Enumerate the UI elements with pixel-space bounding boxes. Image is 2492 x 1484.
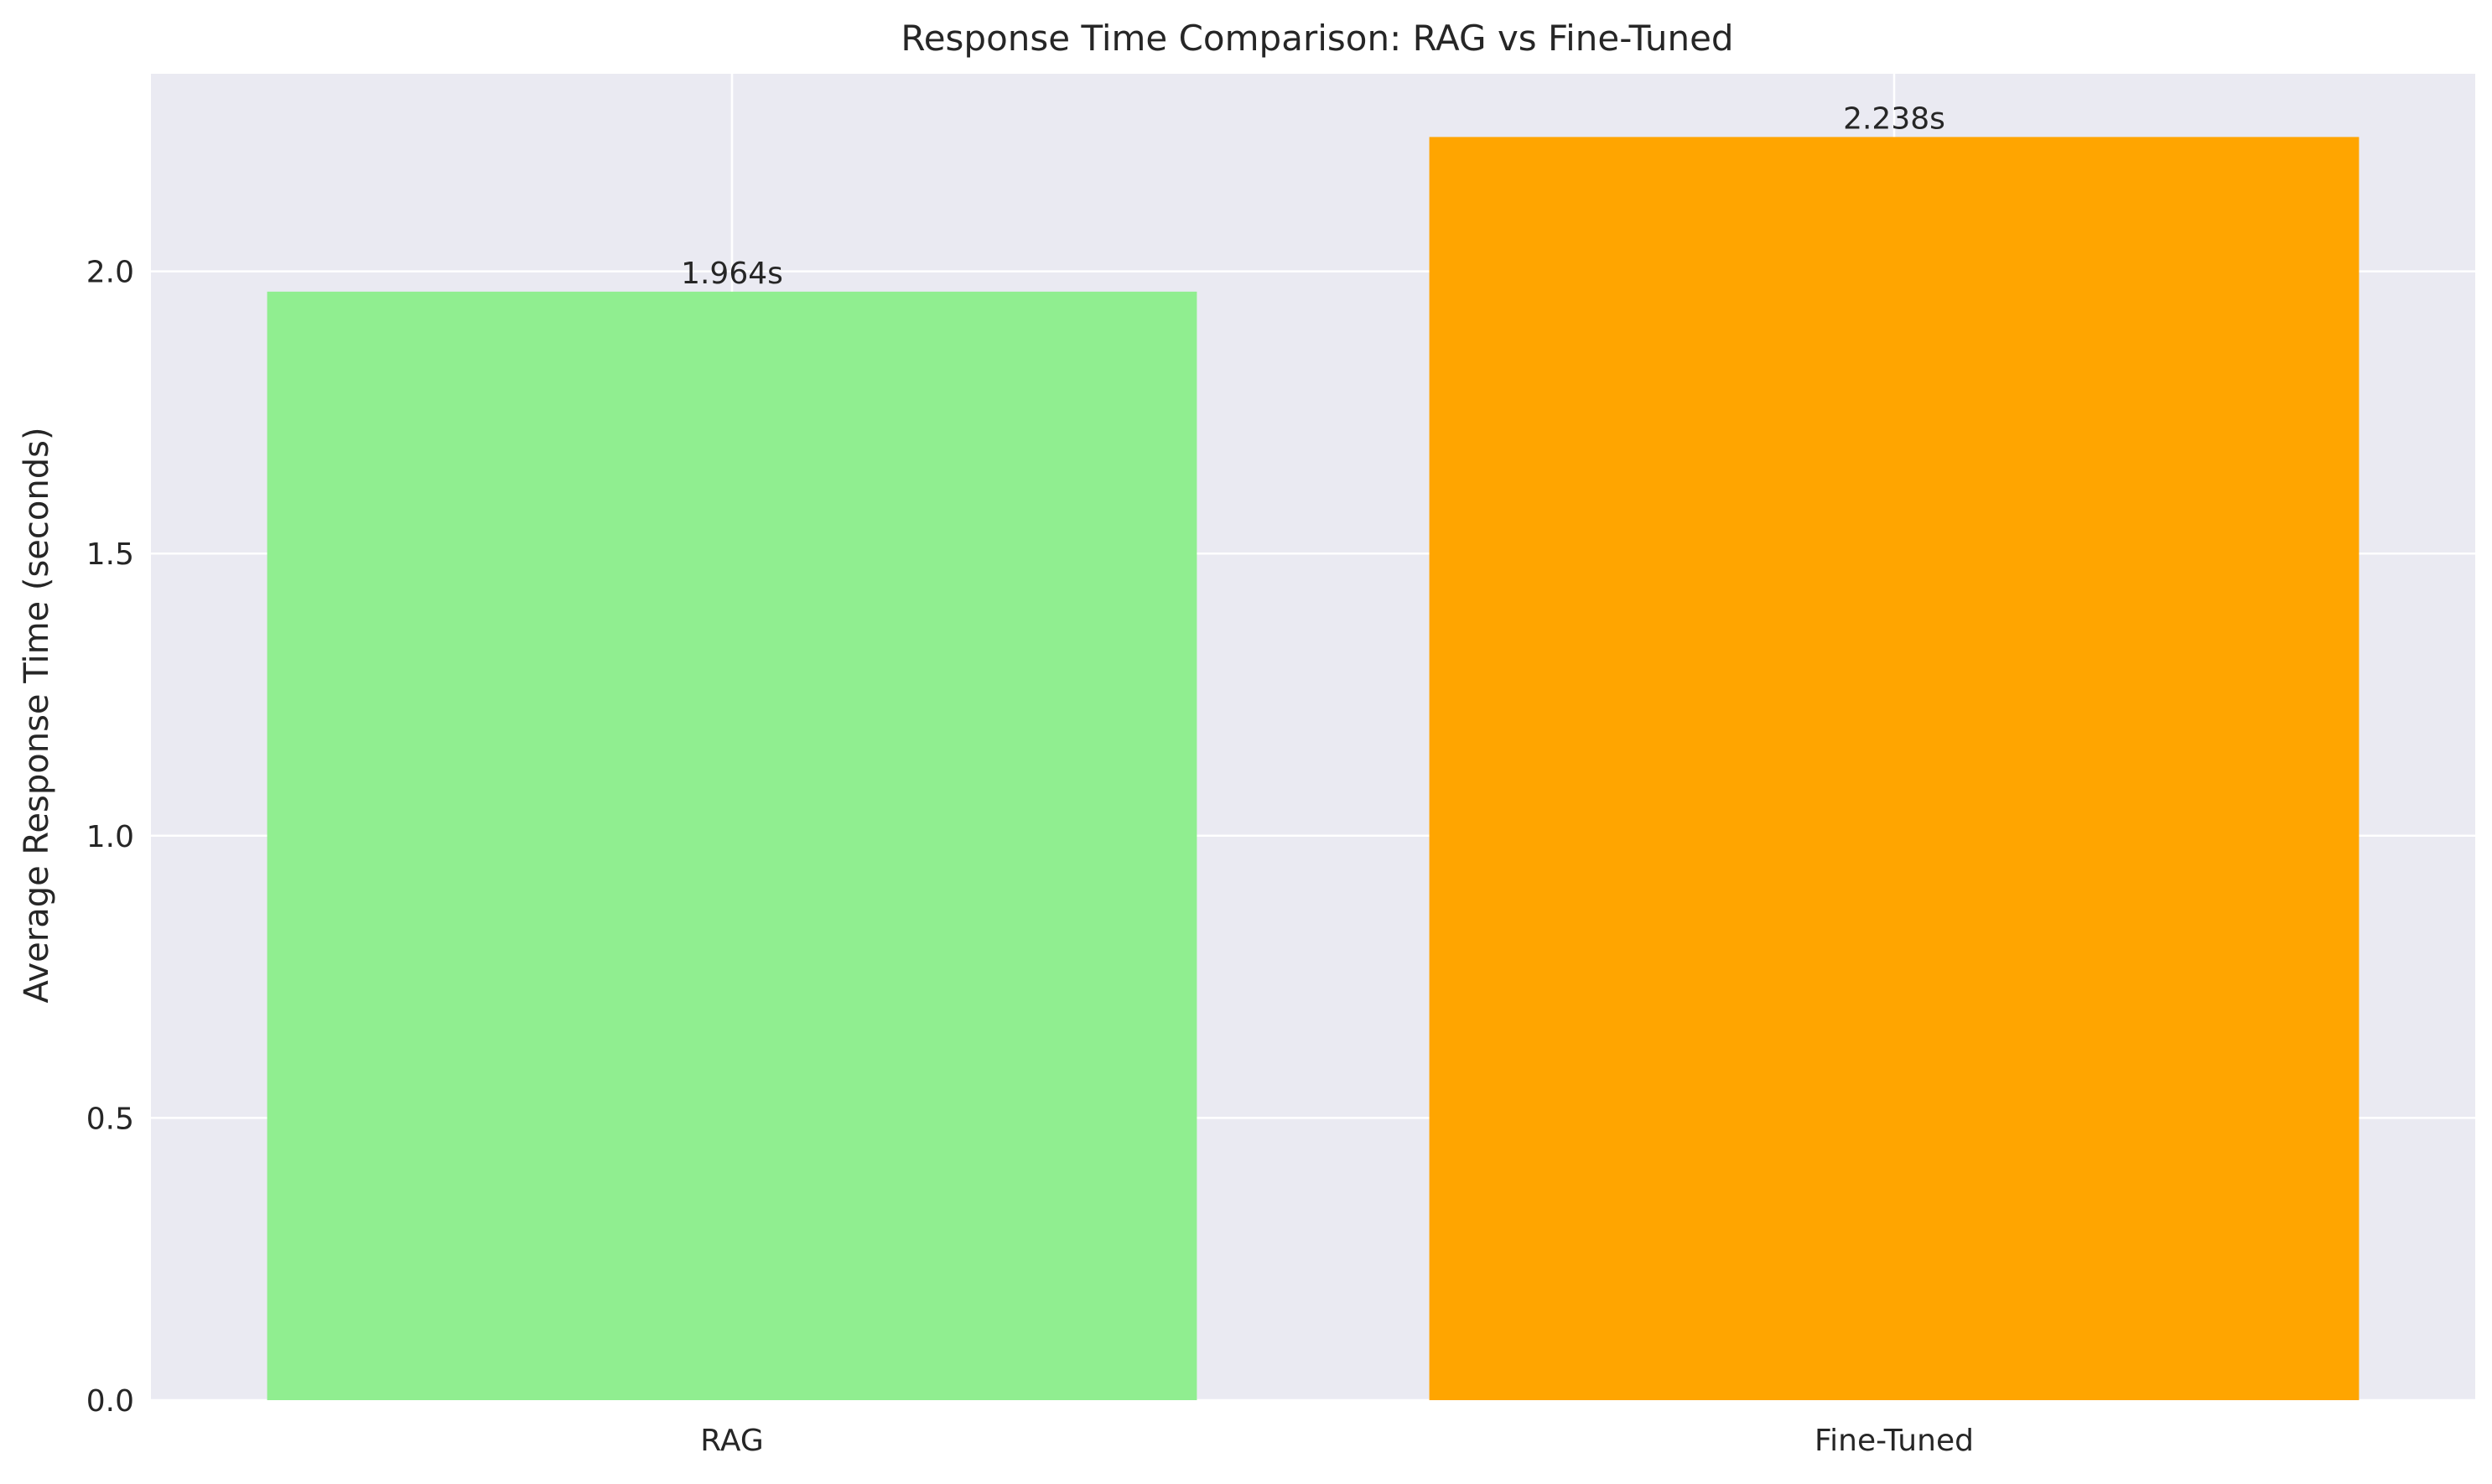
y-tick-label: 1.0	[86, 820, 134, 854]
x-tick-label: RAG	[700, 1424, 763, 1458]
y-tick-label: 2.0	[86, 256, 134, 290]
x-tick-label: Fine-Tuned	[1814, 1424, 1974, 1458]
y-axis-label: Average Response Time (seconds)	[18, 427, 56, 1003]
bar-rag	[267, 291, 1197, 1400]
y-tick-label: 0.5	[86, 1102, 134, 1136]
y-tick-label: 0.0	[86, 1384, 134, 1419]
y-tick-label: 1.5	[86, 537, 134, 572]
bar-value-labels: 1.964s 2.238s	[681, 101, 1945, 290]
bar-value-label: 2.238s	[1843, 101, 1945, 136]
y-axis-ticks: 0.0 0.5 1.0 1.5 2.0	[86, 256, 134, 1419]
bar-value-label: 1.964s	[681, 257, 783, 291]
bars	[267, 137, 2360, 1400]
x-axis-ticks: RAG Fine-Tuned	[700, 1424, 1974, 1458]
chart-title: Response Time Comparison: RAG vs Fine-Tu…	[901, 18, 1733, 59]
bar-fine-tuned	[1429, 137, 2360, 1400]
